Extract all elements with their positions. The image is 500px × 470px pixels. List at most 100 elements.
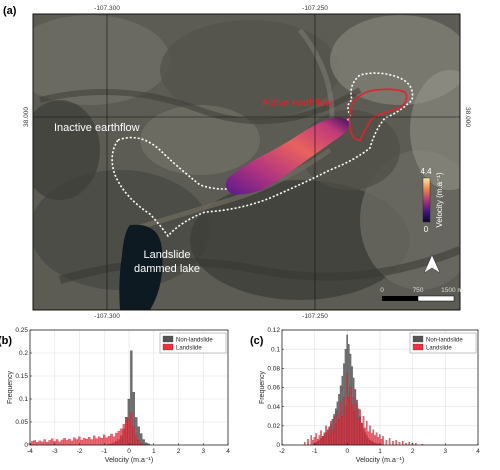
bar-landslide: [351, 404, 353, 446]
legend-swatch: [162, 335, 174, 343]
bar-landslide: [41, 441, 44, 446]
active-earthflow-outline: [348, 88, 408, 141]
legend-label: Landslide: [426, 345, 452, 351]
bar-landslide: [120, 428, 123, 446]
x-tick-label: 4: [476, 448, 480, 455]
bar-landslide: [125, 417, 128, 446]
bar-landslide: [97, 436, 101, 446]
x-tick-label: 4: [226, 448, 230, 455]
lake: [119, 224, 163, 310]
bar-landslide: [323, 432, 326, 446]
y-tick-label: 0.1: [19, 396, 28, 403]
scalebar-label-750: 750: [413, 287, 424, 294]
bar-landslide: [325, 425, 327, 446]
x-tick-label: 1: [378, 448, 382, 455]
bar-landslide: [352, 396, 355, 446]
bar-landslide: [343, 396, 345, 446]
bar-landslide: [346, 373, 348, 446]
bar-landslide: [320, 430, 322, 446]
y-tick-label: 0.08: [267, 366, 280, 373]
legend-label: Non-landslide: [426, 337, 463, 343]
bar-landslide: [321, 436, 324, 446]
bar-landslide: [372, 429, 375, 446]
bar-landslide: [388, 438, 391, 446]
colorbar-min: 0: [424, 225, 429, 234]
bar-landslide: [334, 423, 337, 446]
bar-landslide: [367, 431, 370, 446]
y-tick-label: 0.12: [267, 327, 280, 334]
bar-landslide: [395, 440, 397, 446]
bar-landslide: [375, 432, 378, 446]
bar-landslide: [105, 437, 108, 446]
bar-landslide: [93, 435, 96, 446]
north-arrow-icon: [423, 254, 441, 274]
bar-landslide: [55, 439, 59, 446]
bar-landslide: [95, 438, 98, 446]
bar-landslide: [73, 437, 76, 446]
y-tick-label: 0.06: [267, 385, 280, 392]
y-tick-label: 0.15: [15, 373, 28, 380]
legend: [159, 332, 227, 354]
x-axis-label: Velocity (m.a⁻¹): [105, 457, 153, 464]
active-earthflow-label: Active earthflow: [262, 98, 333, 109]
bar-landslide: [36, 442, 39, 446]
bar-landslide: [122, 424, 126, 446]
x-tick-label: -2: [77, 448, 83, 455]
bar-landslide: [115, 432, 118, 446]
x-tick-label: 3: [201, 448, 205, 455]
bar-landslide: [88, 437, 91, 446]
bar-landslide: [58, 441, 61, 446]
bar-landslide: [312, 440, 314, 446]
bar-landslide: [341, 416, 344, 446]
bar-landslide: [356, 403, 358, 446]
bar-landslide: [75, 439, 79, 446]
coord-bottom-1: -107.300: [94, 313, 120, 320]
bar-landslide: [80, 439, 84, 446]
bar-landslide: [369, 425, 371, 446]
y-axis-label: Frequency: [7, 370, 14, 404]
bar-landslide: [408, 442, 411, 446]
bar-landslide: [354, 411, 357, 446]
bar-landslide: [112, 436, 116, 446]
bar-landslide: [83, 438, 86, 446]
bar-landslide: [380, 439, 383, 446]
scalebar-label-1500: 1500 m: [441, 287, 463, 294]
lake-label-line2: dammed lake: [134, 263, 200, 275]
coord-left: 38.000: [23, 107, 30, 127]
x-tick-label: 0: [346, 448, 350, 455]
x-tick-label: 0: [127, 448, 131, 455]
scalebar: 0 750 1500 m: [380, 287, 463, 302]
bar-landslide: [117, 431, 121, 446]
legend-swatch: [412, 343, 424, 351]
satellite-image: [33, 14, 460, 310]
legend-swatch: [162, 343, 174, 351]
y-tick-label: 0.04: [267, 404, 280, 411]
coord-top-2: -107.250: [302, 5, 328, 12]
map-panel: -107.300 -107.250 -107.300 -107.250 38.0…: [3, 5, 471, 320]
bar-landslide: [349, 387, 352, 446]
coord-bottom-2: -107.250: [302, 313, 328, 320]
bar-landslide: [130, 412, 133, 446]
bar-landslide: [317, 439, 319, 446]
bar-landslide: [336, 411, 339, 446]
coord-top-1: -107.300: [94, 5, 120, 12]
x-tick-label: 3: [444, 448, 448, 455]
panel-label: (b): [0, 335, 12, 347]
bar-landslide: [303, 442, 306, 446]
bar-landslide: [100, 438, 103, 446]
bar-landslide: [377, 437, 379, 446]
y-tick-label: 0.05: [15, 419, 28, 426]
bar-landslide: [326, 433, 329, 446]
lake-label-line1: Landslide: [143, 249, 190, 261]
histogram-b: -4 -3 -2 -1 0 1 2 3 4 0 0.05 0.1 0.15 0.2 0.25 Velocity…: [0, 327, 230, 464]
bar-landslide: [90, 439, 93, 446]
x-tick-label: 2: [411, 448, 415, 455]
bar-landslide: [137, 440, 140, 446]
bar-landslide: [38, 440, 41, 446]
bar-landslide: [382, 436, 384, 446]
panel-label: (c): [250, 335, 264, 347]
legend-swatch: [412, 335, 424, 343]
legend-label: Landslide: [176, 345, 202, 351]
bar-landslide: [50, 438, 54, 446]
